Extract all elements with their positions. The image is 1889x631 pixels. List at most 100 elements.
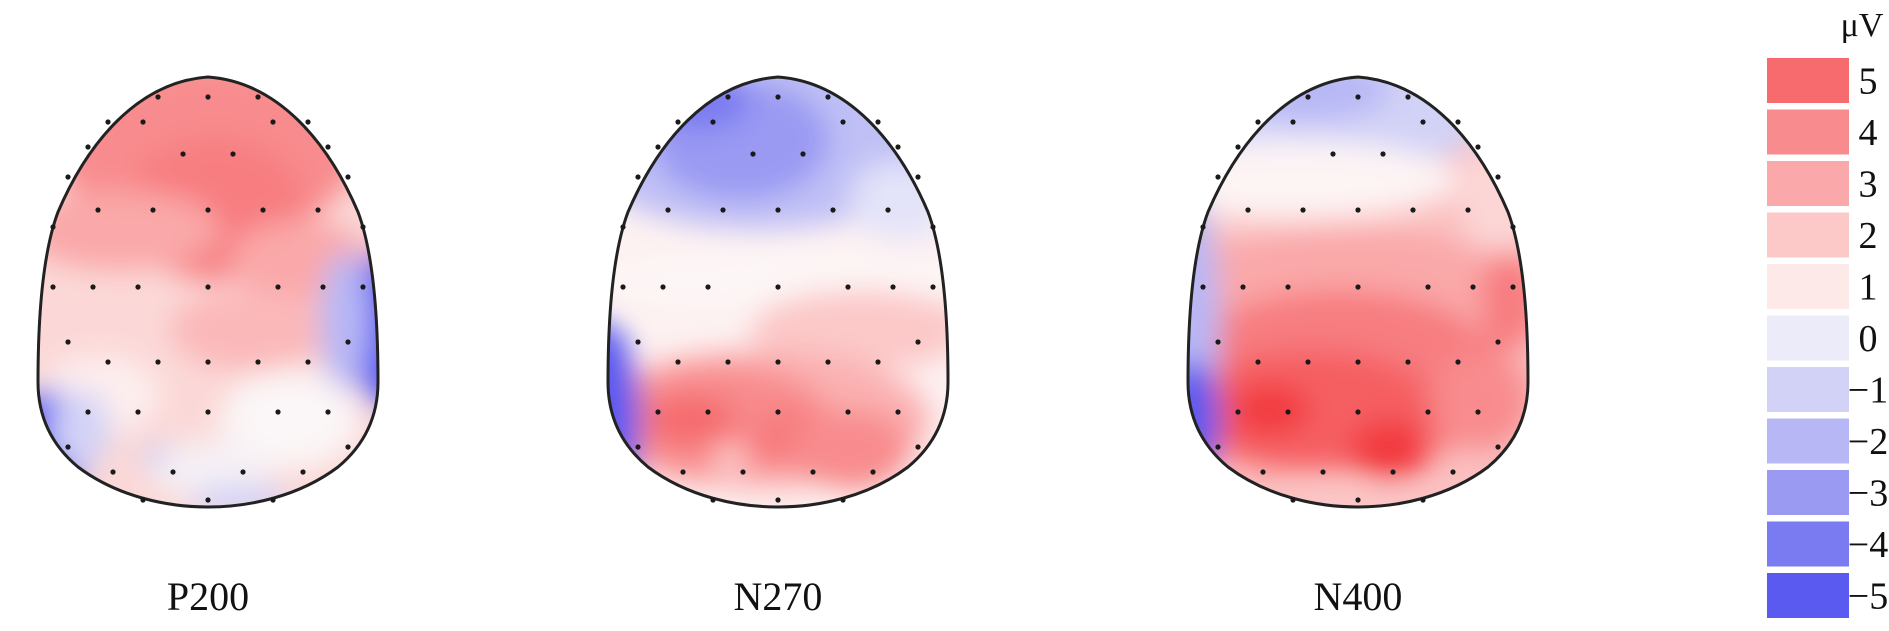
map-label-n400: N400 bbox=[1314, 574, 1403, 619]
electrode-dot bbox=[1455, 359, 1461, 365]
topomap-n400: N400 bbox=[1186, 75, 1530, 619]
electrode-dot bbox=[635, 339, 641, 345]
electrode-dot bbox=[300, 469, 306, 475]
legend-swatch bbox=[1767, 212, 1849, 258]
electrode-dot bbox=[135, 409, 141, 415]
electrode-dot bbox=[270, 119, 276, 125]
electrode-dot bbox=[205, 359, 211, 365]
electrode-dot bbox=[1510, 224, 1516, 230]
color-legend: μV 5 4 3 2 1 0 −1 −2 −3 −4 −5 bbox=[1767, 7, 1888, 618]
electrode-dot bbox=[655, 409, 661, 415]
electrode-dot bbox=[725, 94, 731, 100]
electrode-dot bbox=[275, 409, 281, 415]
electrode-dot bbox=[1285, 284, 1291, 290]
legend-swatch bbox=[1767, 573, 1849, 618]
electrode-dot bbox=[315, 207, 321, 213]
legend-label: 0 bbox=[1859, 318, 1878, 360]
electrode-dot bbox=[915, 339, 921, 345]
electrode-dot bbox=[875, 119, 881, 125]
electrode-dot bbox=[845, 284, 851, 290]
legend-label: −1 bbox=[1848, 370, 1888, 412]
electrode-dot bbox=[325, 144, 331, 150]
electrode-dot bbox=[1465, 207, 1471, 213]
legend-swatch bbox=[1767, 264, 1849, 309]
legend-swatch bbox=[1767, 418, 1849, 464]
electrode-dot bbox=[1495, 174, 1501, 180]
electrode-dot bbox=[675, 359, 681, 365]
electrode-dot bbox=[725, 359, 731, 365]
electrode-dot bbox=[50, 224, 56, 230]
electrode-dot bbox=[1495, 444, 1501, 450]
electrode-dot bbox=[360, 224, 366, 230]
electrode-dot bbox=[870, 469, 876, 475]
electrode-dot bbox=[915, 174, 921, 180]
electrode-dot bbox=[1380, 151, 1386, 157]
legend-items: 5 4 3 2 1 0 −1 −2 −3 −4 −5 bbox=[1767, 58, 1888, 618]
electrode-dot bbox=[140, 119, 146, 125]
electrode-dot bbox=[155, 94, 161, 100]
electrode-dot bbox=[105, 119, 111, 125]
legend-swatch bbox=[1767, 367, 1849, 412]
electrode-dot bbox=[775, 207, 781, 213]
electrode-dot bbox=[1390, 469, 1396, 475]
electrode-dot bbox=[90, 284, 96, 290]
electrode-dot bbox=[1330, 151, 1336, 157]
electrode-dot bbox=[740, 469, 746, 475]
electrode-dot bbox=[1215, 444, 1221, 450]
electrode-dot bbox=[665, 207, 671, 213]
legend-swatch bbox=[1767, 315, 1849, 361]
electrode-dot bbox=[260, 207, 266, 213]
electrode-dot bbox=[1355, 94, 1361, 100]
electrode-dot bbox=[345, 339, 351, 345]
electrode-dot bbox=[205, 284, 211, 290]
electrode-dot bbox=[1240, 284, 1246, 290]
electrode-dot bbox=[345, 174, 351, 180]
electrode-dot bbox=[750, 151, 756, 157]
map-label-p200: P200 bbox=[167, 574, 249, 619]
topomap-n270: N270 bbox=[606, 75, 950, 619]
electrode-grid-n270 bbox=[620, 94, 936, 503]
electrode-dot bbox=[830, 207, 836, 213]
electrode-dot bbox=[705, 409, 711, 415]
electrode-dot bbox=[810, 469, 816, 475]
electrode-dot bbox=[710, 119, 716, 125]
electrode-dot bbox=[1290, 497, 1296, 503]
electrode-dot bbox=[1455, 119, 1461, 125]
electrode-dot bbox=[1425, 409, 1431, 415]
electrode-dot bbox=[1320, 469, 1326, 475]
electrode-dot bbox=[655, 144, 661, 150]
electrode-dot bbox=[775, 284, 781, 290]
electrode-dot bbox=[1235, 144, 1241, 150]
electrode-dot bbox=[205, 497, 211, 503]
legend-label: 1 bbox=[1859, 267, 1878, 309]
electrode-dot bbox=[710, 497, 716, 503]
legend-label: −5 bbox=[1848, 576, 1888, 618]
electrode-dot bbox=[275, 284, 281, 290]
electrode-dot bbox=[305, 119, 311, 125]
electrode-dot bbox=[1510, 284, 1516, 290]
electrode-dot bbox=[1355, 409, 1361, 415]
electrode-dot bbox=[1405, 94, 1411, 100]
electrode-dot bbox=[305, 359, 311, 365]
electrode-dot bbox=[840, 497, 846, 503]
electrode-dot bbox=[170, 469, 176, 475]
topomap-n400-fill bbox=[1188, 77, 1528, 507]
electrode-dot bbox=[1235, 409, 1241, 415]
electrode-dot bbox=[875, 359, 881, 365]
electrode-dot bbox=[255, 94, 261, 100]
electrode-dot bbox=[345, 444, 351, 450]
legend-label: 3 bbox=[1859, 164, 1878, 206]
legend-label: −4 bbox=[1848, 524, 1888, 566]
electrode-dot bbox=[85, 409, 91, 415]
electrode-dot bbox=[1355, 359, 1361, 365]
electrode-dot bbox=[150, 207, 156, 213]
electrode-dot bbox=[620, 224, 626, 230]
electrode-grid-p200 bbox=[50, 94, 366, 503]
electrode-dot bbox=[775, 359, 781, 365]
electrode-dot bbox=[1285, 409, 1291, 415]
electrode-dot bbox=[95, 207, 101, 213]
electrode-dot bbox=[180, 151, 186, 157]
electrode-dot bbox=[360, 284, 366, 290]
electrode-dot bbox=[1475, 144, 1481, 150]
electrode-dot bbox=[65, 339, 71, 345]
